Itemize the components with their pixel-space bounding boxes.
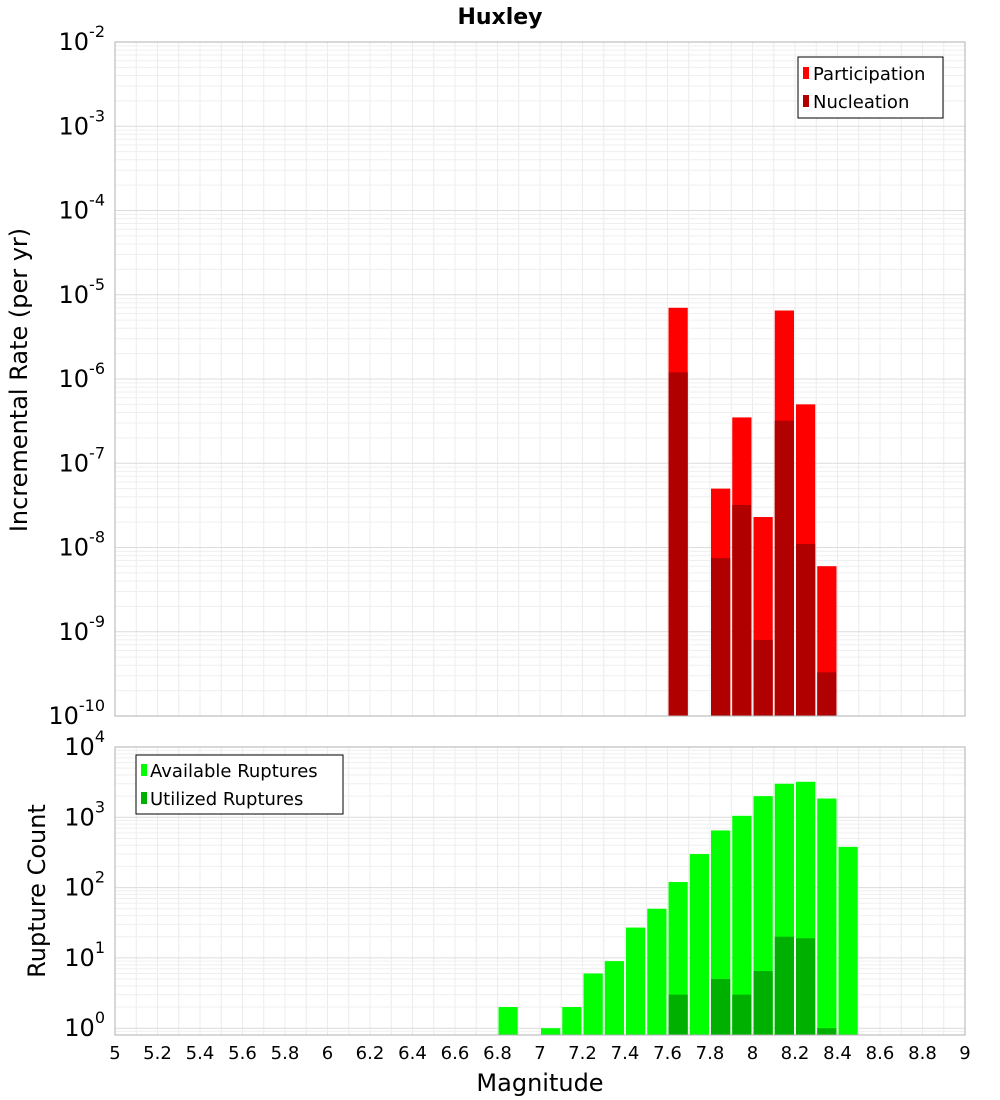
rate-legend: Participation Nucleation [797, 56, 944, 119]
x-tick-label: 7.4 [611, 1043, 640, 1064]
magnitude-x-axis-label: Magnitude [476, 1069, 603, 1097]
rate-y-tick-label: 10-2 [59, 22, 106, 56]
count-panel: 100 101 102 103 104 5 5.2 5.4 5.6 5.8 6 6.2 6.4 6.6 6… [23, 727, 971, 1097]
count-plot-frame [114, 746, 966, 1036]
rate-bar-b-7-65 [668, 372, 688, 716]
x-tick-label: 6.8 [483, 1043, 512, 1064]
x-tick-label: 7.2 [568, 1043, 597, 1064]
count-y-axis-label: Rupture Count [23, 804, 51, 978]
utilized-legend-label: Utilized Ruptures [150, 789, 303, 810]
nucleation-legend-label: Nucleation [813, 92, 909, 113]
x-tick-label: 5.6 [228, 1043, 257, 1064]
count-y-tick-label: 101 [64, 938, 105, 972]
rate-bar-b-8-35 [817, 672, 837, 716]
count-bar-a-7-75 [689, 854, 709, 1035]
rate-y-ticks: 10-10 10-9 10-8 10-7 10-6 10-5 10-4 10-3 10-2 [48, 22, 105, 730]
x-tick-label: 5.2 [143, 1043, 172, 1064]
count-legend-box [135, 754, 344, 815]
rate-y-tick-label: 10-5 [59, 275, 106, 309]
x-tick-label: 7 [534, 1043, 545, 1064]
count-y-tick-label: 103 [64, 797, 105, 831]
count-bar-b-7-85 [711, 979, 731, 1035]
rate-legend-box [797, 56, 944, 119]
rate-plot-frame [114, 41, 966, 717]
count-bar-a-7-95 [732, 815, 752, 1035]
x-tick-label: 9 [959, 1043, 970, 1064]
rate-bar-b-7-85 [711, 558, 731, 716]
rate-y-tick-label: 10-9 [59, 612, 106, 646]
rate-y-axis-label: Incremental Rate (per yr) [5, 228, 33, 532]
count-y-tick-label: 102 [64, 868, 105, 902]
x-tick-label: 8.2 [781, 1043, 810, 1064]
x-tick-label: 8.8 [908, 1043, 937, 1064]
x-tick-label: 7.6 [653, 1043, 682, 1064]
count-legend: Available Ruptures Utilized Ruptures [135, 754, 344, 815]
x-tick-label: 6.4 [398, 1043, 427, 1064]
count-y-ticks: 100 101 102 103 104 [64, 727, 105, 1042]
count-bar-a-7-05 [541, 1028, 561, 1035]
rate-bar-b-8-05 [753, 639, 773, 716]
count-bar-b-8-25 [796, 938, 816, 1035]
rate-bar-b-8-25 [796, 544, 816, 716]
count-bar-a-8-35 [817, 798, 837, 1035]
x-tick-label: 5.8 [271, 1043, 300, 1064]
magnitude-x-ticks: 5 5.2 5.4 5.6 5.8 6 6.2 6.4 6.6 6.8 7 7.2 7.4 7.6 7.8 8… [109, 1043, 970, 1064]
rate-y-tick-label: 10-8 [59, 528, 106, 562]
count-y-tick-label: 100 [64, 1008, 105, 1042]
count-y-tick-label: 104 [64, 727, 105, 761]
rate-y-tick-label: 10-7 [59, 443, 106, 477]
rate-bars [668, 307, 837, 716]
rate-y-tick-label: 10-6 [59, 359, 106, 393]
x-tick-label: 7.8 [696, 1043, 725, 1064]
rate-panel: 10-10 10-9 10-8 10-7 10-6 10-5 10-4 10-3 10-2 In… [5, 22, 966, 730]
rate-bar-b-8-15 [774, 420, 794, 716]
rate-grid [114, 42, 966, 717]
available-legend-swatch [141, 764, 147, 776]
count-bar-b-7-65 [668, 994, 688, 1035]
count-bar-a-8-45 [838, 846, 858, 1035]
count-bar-b-7-95 [732, 994, 752, 1035]
count-bar-a-7-35 [604, 961, 624, 1035]
x-tick-label: 5 [109, 1043, 120, 1064]
x-tick-label: 6.6 [441, 1043, 470, 1064]
count-bar-a-7-25 [583, 973, 603, 1035]
chart-title: Huxley [457, 5, 542, 30]
utilized-legend-swatch [141, 792, 147, 804]
rate-y-tick-label: 10-3 [59, 106, 106, 140]
available-legend-label: Available Ruptures [150, 761, 318, 782]
x-tick-label: 6 [322, 1043, 333, 1064]
nucleation-legend-swatch [803, 95, 809, 107]
count-bar-a-7-55 [647, 908, 667, 1035]
x-tick-label: 8.6 [866, 1043, 895, 1064]
count-bar-b-8-05 [753, 971, 773, 1035]
participation-legend-label: Participation [813, 64, 925, 85]
x-tick-label: 6.2 [356, 1043, 385, 1064]
count-bar-a-6-85 [498, 1007, 518, 1035]
x-tick-label: 8 [747, 1043, 758, 1064]
count-bar-b-8-35 [817, 1028, 837, 1035]
count-bar-a-7-15 [562, 1007, 582, 1035]
x-tick-label: 8.4 [823, 1043, 852, 1064]
rate-bar-b-7-95 [732, 504, 752, 716]
participation-legend-swatch [803, 67, 809, 79]
rate-y-tick-label: 10-4 [59, 191, 106, 225]
count-bars [498, 781, 858, 1035]
rate-y-tick-label: 10-10 [48, 696, 105, 730]
x-tick-label: 5.4 [186, 1043, 215, 1064]
count-bar-b-8-15 [774, 936, 794, 1035]
count-bar-a-7-45 [626, 927, 646, 1035]
